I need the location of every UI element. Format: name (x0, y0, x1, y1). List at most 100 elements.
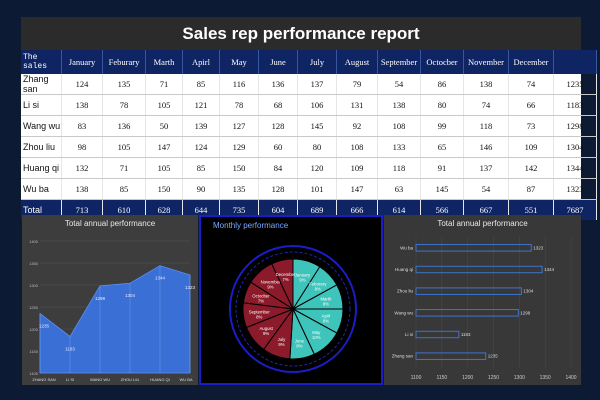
inner-ring (235, 251, 351, 367)
table-cell: 735 (219, 199, 259, 220)
slice-value: 8% (256, 314, 262, 319)
table-cell: 137 (297, 74, 337, 95)
y-tick-label: 1150 (29, 349, 38, 354)
table-cell: 128 (258, 178, 298, 200)
table-cell: 79 (336, 74, 378, 95)
slice-value: 8% (323, 302, 329, 307)
table-cell: 54 (463, 178, 509, 200)
area-chart-title: Total annual performance (64, 219, 156, 228)
table-cell: 78 (219, 94, 259, 116)
table-cell: 98 (61, 136, 103, 158)
x-tick-label: 1250 (488, 375, 499, 381)
table-cell: 84 (258, 157, 298, 179)
column-header-7: July (297, 50, 337, 74)
table-cell: 1344 (553, 157, 597, 179)
total-row: Total 713 610 628 644 735 604 689 666 614 566 667 55… (21, 199, 597, 220)
column-header-12: December (508, 50, 554, 74)
row-name: Wang wu (21, 115, 62, 137)
row-name: Huang qi (21, 157, 62, 179)
data-label: 1183 (65, 346, 75, 351)
slice-label: November (261, 279, 281, 284)
table-cell: 150 (145, 178, 183, 200)
row-name: Li si (21, 94, 62, 116)
x-tick-label: LI SI (66, 377, 74, 382)
x-tick-label: 1200 (462, 375, 473, 381)
sales-table: The sales January Feburary Marth Apirl May Jun… (21, 50, 597, 220)
slice-label: August (259, 326, 273, 331)
table-cell: 147 (336, 178, 378, 200)
pie-chart-panel: Monthly performance January 9% Feburary 8% M… (199, 215, 383, 385)
table-cell: 50 (145, 115, 183, 137)
column-header-2: Feburary (102, 50, 146, 74)
data-label: 1304 (523, 289, 534, 294)
pie-chart: January9%Feburary8%Marth8%Apirl8%May10%J… (229, 245, 357, 373)
table-cell: 120 (297, 157, 337, 179)
report-title: Sales rep performance report (21, 17, 581, 50)
slice-label: January (295, 272, 311, 277)
table-cell: 136 (258, 74, 298, 95)
y-tick-label: 1200 (29, 327, 39, 332)
table-row: Zhang san 124 135 71 85 116 136 137 79 54 86 138 74 1… (21, 74, 597, 95)
area-chart-panel: Total annual performance 1100 1150 1200 125… (22, 215, 198, 385)
bar (415, 244, 532, 252)
pie-slice (271, 258, 294, 310)
table-cell: 108 (377, 115, 421, 137)
slice-value: 9% (299, 277, 305, 282)
data-label: 1298 (520, 310, 531, 315)
table-cell: 1304 (553, 136, 597, 158)
table-cell: 87 (508, 178, 554, 200)
table-cell: 90 (182, 178, 220, 200)
slice-label: Apirl (322, 313, 331, 318)
bar (415, 287, 522, 295)
table-row: Huang qi 132 71 105 85 150 84 120 109 118 91 137 142… (21, 157, 597, 179)
table-cell: 145 (420, 178, 464, 200)
bar (415, 265, 543, 274)
slice-value: 9% (267, 284, 273, 289)
row-name: Zhou liu (21, 136, 62, 158)
x-tick-label: ZHANG SAN (32, 377, 55, 382)
y-tick-label: Wang wu (394, 310, 413, 315)
column-header-6: June (258, 50, 298, 74)
table-cell: 108 (336, 136, 378, 158)
table-cell: 80 (297, 136, 337, 158)
table-cell: 54 (377, 74, 421, 95)
table-cell: 713 (61, 199, 103, 220)
slice-value: 9% (263, 331, 269, 336)
bar (415, 352, 487, 360)
data-label: 1323 (533, 245, 544, 250)
table-cell: 92 (336, 115, 378, 137)
slice-value: 7% (258, 298, 264, 303)
slice-value: 9% (278, 342, 284, 347)
x-tick-label: 1300 (514, 375, 525, 381)
row-name: Zhang san (21, 74, 62, 95)
area-series (39, 265, 191, 374)
pie-chart-title: Monthly performance (213, 221, 289, 230)
x-tick-label: 1350 (540, 375, 551, 381)
table-cell: 83 (61, 115, 103, 137)
table-row: Zhou liu 98 105 147 124 129 60 80 108 133 65 146 109… (21, 136, 597, 158)
table-row: Wu ba 138 85 150 90 135 128 101 147 63 145 54 87 1323 (21, 178, 597, 200)
data-label: 1183 (461, 332, 471, 337)
table-cell: 150 (219, 157, 259, 179)
table-cell: 1298 (553, 115, 597, 137)
y-tick-label: 1350 (29, 261, 39, 266)
table-cell: 105 (102, 136, 146, 158)
x-tick-label: 1150 (436, 375, 447, 381)
table-cell: 85 (182, 74, 220, 95)
table-cell: 80 (420, 94, 464, 116)
table-cell: 146 (463, 136, 509, 158)
table-cell: 128 (258, 115, 298, 137)
table-cell: 91 (420, 157, 464, 179)
x-tick-label: 1400 (565, 375, 576, 381)
y-tick-label: Li si (405, 332, 413, 337)
table-cell: 71 (145, 74, 183, 95)
slice-label: Feburary (309, 282, 327, 287)
table-cell: 137 (463, 157, 509, 179)
table-cell: 138 (61, 178, 103, 200)
table-cell: 142 (508, 157, 554, 179)
table-cell: 63 (377, 178, 421, 200)
bar-chart-title: Total annual performance (437, 219, 528, 228)
data-label: 1344 (155, 276, 166, 281)
slice-value: 8% (315, 287, 321, 292)
